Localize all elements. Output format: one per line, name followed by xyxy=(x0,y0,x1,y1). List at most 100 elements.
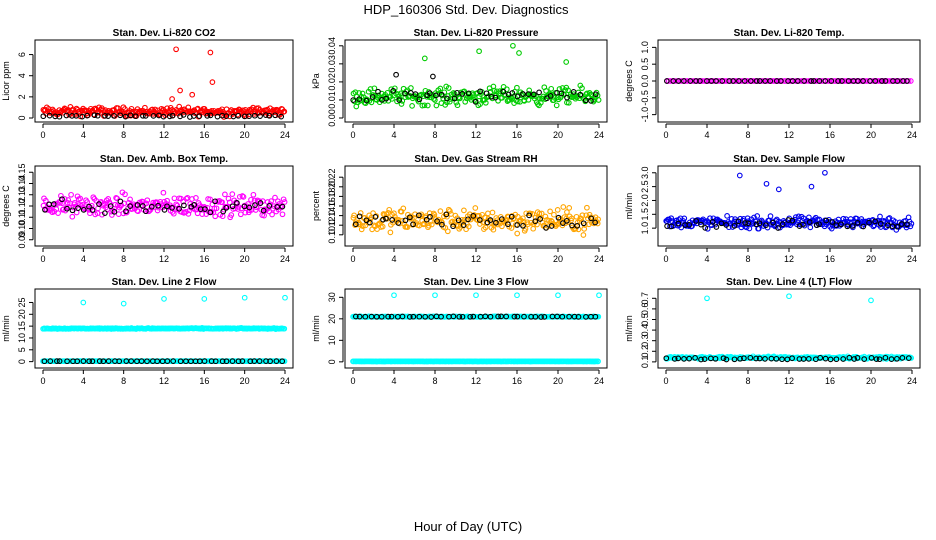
data-point xyxy=(723,356,730,363)
data-point xyxy=(789,355,795,362)
data-point xyxy=(530,225,537,232)
data-point xyxy=(713,78,720,84)
series-subset xyxy=(350,71,599,105)
data-point xyxy=(447,208,453,214)
series-all-samples xyxy=(40,46,288,120)
y-tick-label: 0.5 xyxy=(640,313,650,326)
data-point xyxy=(252,202,258,208)
data-point xyxy=(142,113,149,119)
data-point xyxy=(215,199,222,205)
panel-line2: Stan. Dev. Line 2 Flow ml/min 0 4 8 12 16 20 24 0… xyxy=(1,277,294,386)
data-point xyxy=(854,355,861,361)
data-point xyxy=(723,222,730,228)
data-point xyxy=(514,84,520,91)
x-tick-label: 8 xyxy=(432,130,437,140)
data-point xyxy=(580,220,587,227)
data-point xyxy=(736,78,742,84)
data-point xyxy=(190,113,197,119)
data-point xyxy=(226,199,233,206)
data-point xyxy=(123,208,129,215)
data-point xyxy=(754,213,761,219)
data-point xyxy=(532,218,539,225)
data-point xyxy=(568,215,575,222)
data-point xyxy=(534,101,541,107)
data-point xyxy=(555,214,562,221)
data-point xyxy=(281,108,288,115)
data-point xyxy=(742,220,748,226)
plot-frame xyxy=(344,39,608,123)
data-point xyxy=(817,354,824,361)
data-point xyxy=(877,220,884,227)
data-point xyxy=(94,112,101,119)
y-tick-label: 0.12 xyxy=(327,216,337,234)
data-point xyxy=(371,222,377,229)
data-point xyxy=(789,217,796,224)
x-tick-label: 8 xyxy=(745,376,750,386)
data-point xyxy=(223,113,230,119)
data-point xyxy=(444,213,450,220)
data-point xyxy=(439,221,445,228)
series-subset xyxy=(40,112,285,120)
data-point xyxy=(482,313,489,320)
x-tick-label: 16 xyxy=(512,254,522,264)
data-point xyxy=(58,192,64,199)
data-point xyxy=(164,197,170,204)
data-point xyxy=(117,198,124,205)
data-point xyxy=(138,358,145,364)
data-point xyxy=(185,211,192,217)
y-axis-label: kPa xyxy=(311,73,321,89)
data-point xyxy=(514,93,521,100)
data-point xyxy=(228,212,235,218)
data-point xyxy=(566,313,572,320)
data-point xyxy=(412,91,419,97)
x-tick-label: 24 xyxy=(907,130,917,140)
panel-title: Stan. Dev. Li-820 Temp. xyxy=(734,28,845,39)
data-point-outlier xyxy=(282,294,288,301)
data-point xyxy=(456,313,463,320)
data-point xyxy=(41,358,48,365)
data-point xyxy=(487,313,494,320)
data-point xyxy=(459,216,465,223)
data-point xyxy=(246,113,252,120)
data-point xyxy=(173,201,180,208)
data-point xyxy=(358,226,365,233)
data-point xyxy=(873,356,880,362)
data-point xyxy=(671,356,678,362)
x-axis-label: Hour of Day (UTC) xyxy=(414,519,522,534)
figure-title: HDP_160306 Std. Dev. Diagnostics xyxy=(364,2,569,17)
data-point xyxy=(79,113,86,120)
data-point xyxy=(71,199,78,206)
data-point xyxy=(514,313,521,320)
x-tick-label: 8 xyxy=(745,130,750,140)
data-point xyxy=(89,358,96,365)
data-point xyxy=(247,358,254,365)
data-point xyxy=(814,78,821,84)
data-point xyxy=(390,87,397,94)
data-point xyxy=(450,223,456,230)
data-point xyxy=(69,207,76,214)
data-point xyxy=(160,189,167,196)
y-tick-label: 2 xyxy=(17,94,27,99)
data-point-outlier xyxy=(207,49,214,56)
data-point xyxy=(876,356,883,363)
data-point xyxy=(350,97,357,103)
data-point xyxy=(407,214,413,221)
data-point xyxy=(747,354,754,361)
data-point xyxy=(80,358,87,364)
data-point xyxy=(117,112,124,119)
data-point xyxy=(738,224,745,231)
data-point xyxy=(152,106,158,113)
data-point xyxy=(450,313,457,320)
data-point xyxy=(476,217,483,223)
data-point xyxy=(664,78,670,84)
data-point xyxy=(726,78,733,84)
data-point xyxy=(805,356,812,362)
data-point xyxy=(536,89,542,96)
data-point xyxy=(520,215,526,222)
data-point xyxy=(592,313,599,320)
x-tick-label: 12 xyxy=(159,376,169,386)
data-point-outlier xyxy=(169,96,175,102)
data-point-outlier xyxy=(822,169,828,176)
x-tick-label: 20 xyxy=(553,376,563,386)
